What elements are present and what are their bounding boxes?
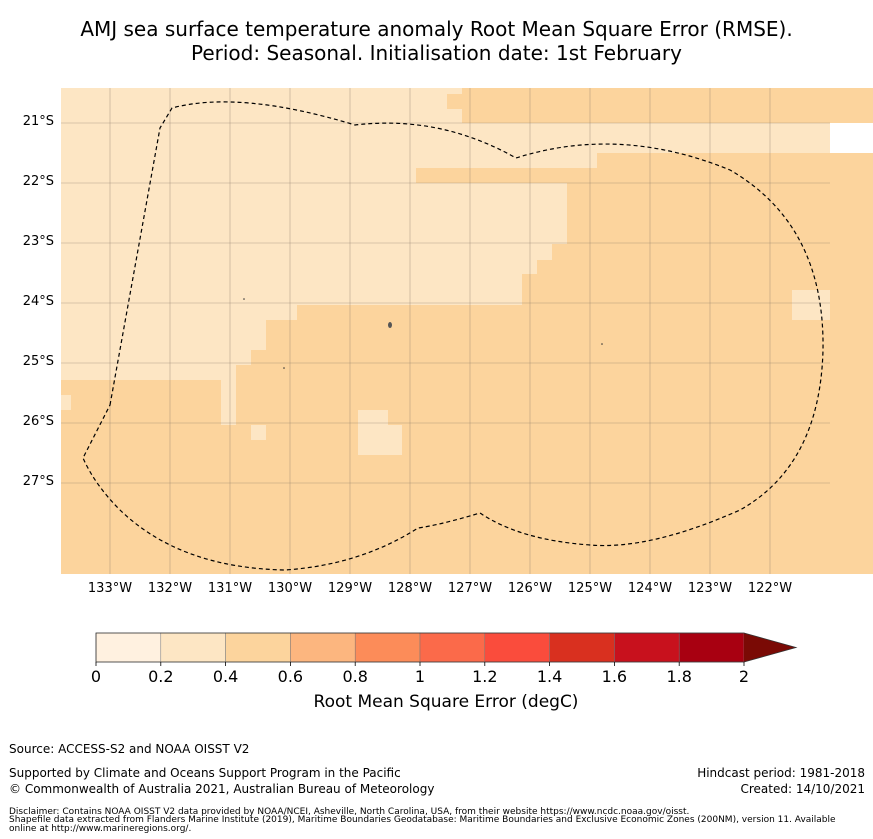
colorbar-tick-label: 0.6 (277, 667, 304, 686)
colorbar-tick-label: 0 (90, 667, 102, 686)
eez-boundary (82, 101, 824, 571)
disclaimer-line3: online at http://www.marineregions.org/. (9, 824, 192, 834)
colorbar-tick-label: 2 (738, 667, 750, 686)
longitude-label: 122°W (747, 581, 793, 596)
colorbar-segment (225, 632, 291, 663)
rmse-cell-higher (462, 88, 873, 123)
colorbar-tick-label: 0.8 (342, 667, 368, 686)
colorbar-segment (290, 632, 356, 663)
latitude-label: 22°S (22, 174, 54, 189)
rmse-cell-higher (567, 545, 582, 560)
rmse-cell-lower (221, 365, 236, 425)
longitude-label: 126°W (507, 581, 553, 596)
chart-title-line2: Period: Seasonal. Initialisation date: 1… (191, 41, 682, 65)
longitude-label: 125°W (567, 581, 613, 596)
colorbar-segment (354, 632, 421, 663)
colorbar-tick-label: 0.4 (212, 667, 239, 686)
longitude-label: 130°W (267, 581, 313, 596)
latitude-label: 24°S (22, 294, 54, 309)
rmse-cell-higher (416, 168, 847, 183)
colorbar-extend-arrow (744, 633, 796, 662)
colorbar-segment (160, 632, 226, 663)
latitude-label: 25°S (22, 354, 54, 369)
colorbar-segment (614, 632, 680, 663)
island (243, 298, 245, 300)
latitude-label: 21°S (22, 114, 54, 129)
colorbar-tick-label: 0.2 (148, 667, 174, 686)
longitude-label: 129°W (327, 581, 373, 596)
latitude-label: 26°S (22, 414, 54, 429)
created-text: Created: 14/10/2021 (740, 782, 865, 796)
longitude-label: 124°W (627, 581, 673, 596)
colorbar-label: Root Mean Square Error (degC) (313, 692, 579, 712)
supported-text: Supported by Climate and Oceans Support … (9, 766, 401, 780)
colorbar-tick-label: 1.8 (666, 667, 692, 686)
hindcast-text: Hindcast period: 1981-2018 (697, 766, 865, 780)
rmse-cell-lower (61, 395, 71, 410)
colorbar-segment (549, 632, 615, 663)
colorbar-tick-label: 1.6 (601, 667, 628, 686)
island (388, 322, 392, 328)
copyright-text: © Commonwealth of Australia 2021, Austra… (9, 782, 435, 796)
island (283, 367, 285, 369)
colorbar-segment (678, 632, 745, 663)
longitude-label: 132°W (147, 581, 193, 596)
rmse-cell-higher (597, 153, 873, 214)
longitude-label: 131°W (207, 581, 253, 596)
rmse-cell-higher (341, 560, 387, 574)
rmse-cell-lower (358, 410, 388, 425)
island (601, 343, 603, 345)
longitude-label: 123°W (687, 581, 733, 596)
colorbar-segment (95, 632, 162, 663)
disclaimer-line2: Shapefile data extracted from Flanders M… (9, 815, 836, 825)
rmse-cell-lower (358, 425, 402, 455)
rmse-cell-higher (672, 530, 702, 560)
rmse-grid-cells (61, 88, 873, 574)
latitude-label: 23°S (22, 234, 54, 249)
colorbar-segment (484, 632, 550, 663)
colorbar (95, 632, 798, 666)
graticule-lines (61, 88, 830, 574)
colorbar-segment (419, 632, 486, 663)
colorbar-outline (95, 632, 798, 663)
colorbar-tick-label: 1 (414, 667, 426, 686)
colorbar-tick-label: 1.2 (472, 667, 498, 686)
islands (243, 298, 603, 369)
disclaimer-line1: Disclaimer: Contains NOAA OISST V2 data … (9, 807, 690, 817)
longitude-label: 127°W (447, 581, 493, 596)
latitude-label: 27°S (22, 474, 54, 489)
longitude-label: 133°W (87, 581, 133, 596)
colorbar-tick-label: 1.4 (536, 667, 563, 686)
rmse-cell-lower (792, 290, 830, 320)
longitude-label: 128°W (387, 581, 433, 596)
rmse-cell-lower (251, 425, 266, 440)
source-text: Source: ACCESS-S2 and NOAA OISST V2 (9, 742, 250, 756)
rmse-cell-higher (507, 560, 582, 574)
chart-title-line1: AMJ sea surface temperature anomaly Root… (80, 17, 793, 41)
rmse-cell-higher (823, 244, 873, 574)
